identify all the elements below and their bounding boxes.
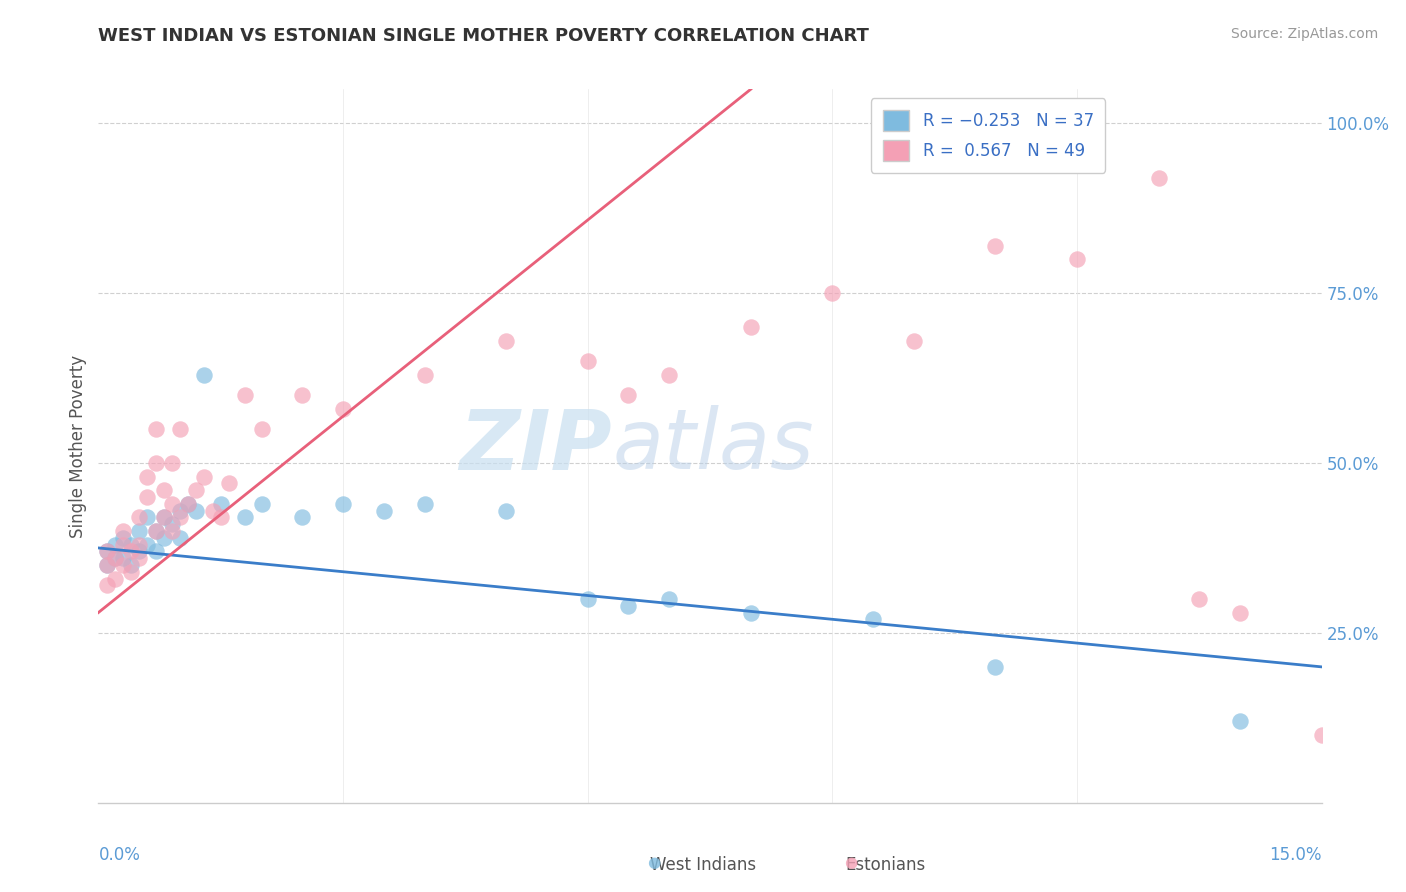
Point <box>1310 728 1333 742</box>
Point <box>186 503 208 517</box>
Point <box>250 497 273 511</box>
Point <box>160 456 183 470</box>
Point <box>291 388 314 402</box>
Text: 0.0%: 0.0% <box>98 846 141 863</box>
Text: ZIP: ZIP <box>460 406 612 486</box>
Point <box>152 483 174 498</box>
Point <box>136 469 159 483</box>
Point <box>332 497 354 511</box>
Point <box>903 334 925 348</box>
Point <box>413 368 436 382</box>
Point <box>104 551 127 566</box>
Text: Source: ZipAtlas.com: Source: ZipAtlas.com <box>1230 27 1378 41</box>
Point <box>177 497 200 511</box>
Point <box>821 286 844 301</box>
Legend: R = −0.253   N = 37, R =  0.567   N = 49: R = −0.253 N = 37, R = 0.567 N = 49 <box>870 98 1105 173</box>
Point <box>373 503 395 517</box>
Text: atlas: atlas <box>612 406 814 486</box>
Point <box>1188 591 1211 606</box>
Point <box>862 612 884 626</box>
Point <box>128 544 150 558</box>
Point <box>169 422 191 436</box>
Point <box>145 524 167 538</box>
Point <box>332 401 354 416</box>
Point <box>111 524 134 538</box>
Point <box>136 490 159 504</box>
Point <box>111 558 134 572</box>
Point <box>169 510 191 524</box>
Text: ●: ● <box>844 855 858 870</box>
Point <box>111 551 134 566</box>
Point <box>495 334 517 348</box>
Point <box>1147 170 1170 185</box>
Point <box>96 558 118 572</box>
Point <box>96 544 118 558</box>
Point <box>740 320 762 334</box>
Point <box>658 368 681 382</box>
Point <box>145 422 167 436</box>
Point <box>120 565 142 579</box>
Point <box>576 591 599 606</box>
Point <box>111 531 134 545</box>
Point <box>169 531 191 545</box>
Point <box>495 503 517 517</box>
Point <box>120 558 142 572</box>
Point <box>136 537 159 551</box>
Point <box>160 524 183 538</box>
Point <box>576 354 599 368</box>
Point <box>152 531 174 545</box>
Point <box>617 599 640 613</box>
Point <box>128 524 150 538</box>
Text: ●: ● <box>647 855 661 870</box>
Point <box>104 551 127 566</box>
Point <box>96 558 118 572</box>
Point <box>160 517 183 532</box>
Point <box>218 476 240 491</box>
Point <box>96 544 118 558</box>
Point <box>233 510 256 524</box>
Point <box>413 497 436 511</box>
Point <box>1229 606 1251 620</box>
Text: 15.0%: 15.0% <box>1270 846 1322 863</box>
Point <box>145 524 167 538</box>
Point <box>152 510 174 524</box>
Point <box>291 510 314 524</box>
Point <box>120 544 142 558</box>
Point <box>201 503 224 517</box>
Point <box>169 503 191 517</box>
Point <box>152 510 174 524</box>
Point <box>145 544 167 558</box>
Point <box>658 591 681 606</box>
Point <box>136 510 159 524</box>
Point <box>740 606 762 620</box>
Text: Estonians: Estonians <box>845 855 927 873</box>
Point <box>984 660 1007 674</box>
Point <box>96 578 118 592</box>
Text: WEST INDIAN VS ESTONIAN SINGLE MOTHER POVERTY CORRELATION CHART: WEST INDIAN VS ESTONIAN SINGLE MOTHER PO… <box>98 27 869 45</box>
Point <box>209 497 232 511</box>
Point <box>250 422 273 436</box>
Point <box>193 368 215 382</box>
Point <box>209 510 232 524</box>
Text: West Indians: West Indians <box>650 855 756 873</box>
Point <box>128 510 150 524</box>
Point <box>186 483 208 498</box>
Point <box>128 537 150 551</box>
Point <box>104 537 127 551</box>
Point <box>1066 252 1088 266</box>
Point <box>145 456 167 470</box>
Point <box>233 388 256 402</box>
Point <box>193 469 215 483</box>
Point <box>984 238 1007 252</box>
Y-axis label: Single Mother Poverty: Single Mother Poverty <box>69 354 87 538</box>
Point <box>617 388 640 402</box>
Point <box>128 551 150 566</box>
Point <box>1229 714 1251 729</box>
Point <box>111 537 134 551</box>
Point <box>104 572 127 586</box>
Point <box>160 497 183 511</box>
Point <box>120 537 142 551</box>
Point <box>177 497 200 511</box>
